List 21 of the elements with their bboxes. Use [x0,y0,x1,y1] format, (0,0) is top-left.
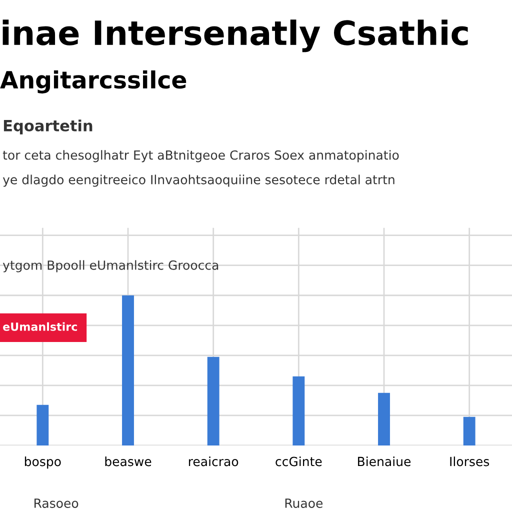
x-tick-label: Bienaiue [358,456,411,466]
bar [463,416,476,446]
text: tor ceta chesoglhatr Eyt aBtnitgeoe Craros Soex anmatopinatio [2,150,399,162]
annotation: eUmanlstirc [3,322,77,331]
x-tick-label: bospo [24,456,61,469]
bar [36,404,49,446]
text: ytgom Bpooll eUmanlstirc Groocca [2,260,218,272]
text: Eqoartetin [4,120,92,134]
bar [207,356,220,446]
text: Rasoeo [34,498,78,508]
text: Ruaoe [285,498,323,508]
text: ye dlagdo eengitreeico Ilnvaohtsaoquiine sesotece rdetal atrtn [2,174,394,187]
bar [292,376,305,446]
chart-title: inae Intersenatly Csathic [2,20,468,52]
x-tick-label: ccGinte [276,456,322,466]
x-tick-label: Ilorses [450,456,490,466]
x-tick-label: reaicrao [188,456,238,466]
bar [378,392,390,446]
bar [122,295,134,446]
chart-subtitle: Angitarcssilce [0,70,186,94]
x-tick-label: beaswe [105,456,152,466]
